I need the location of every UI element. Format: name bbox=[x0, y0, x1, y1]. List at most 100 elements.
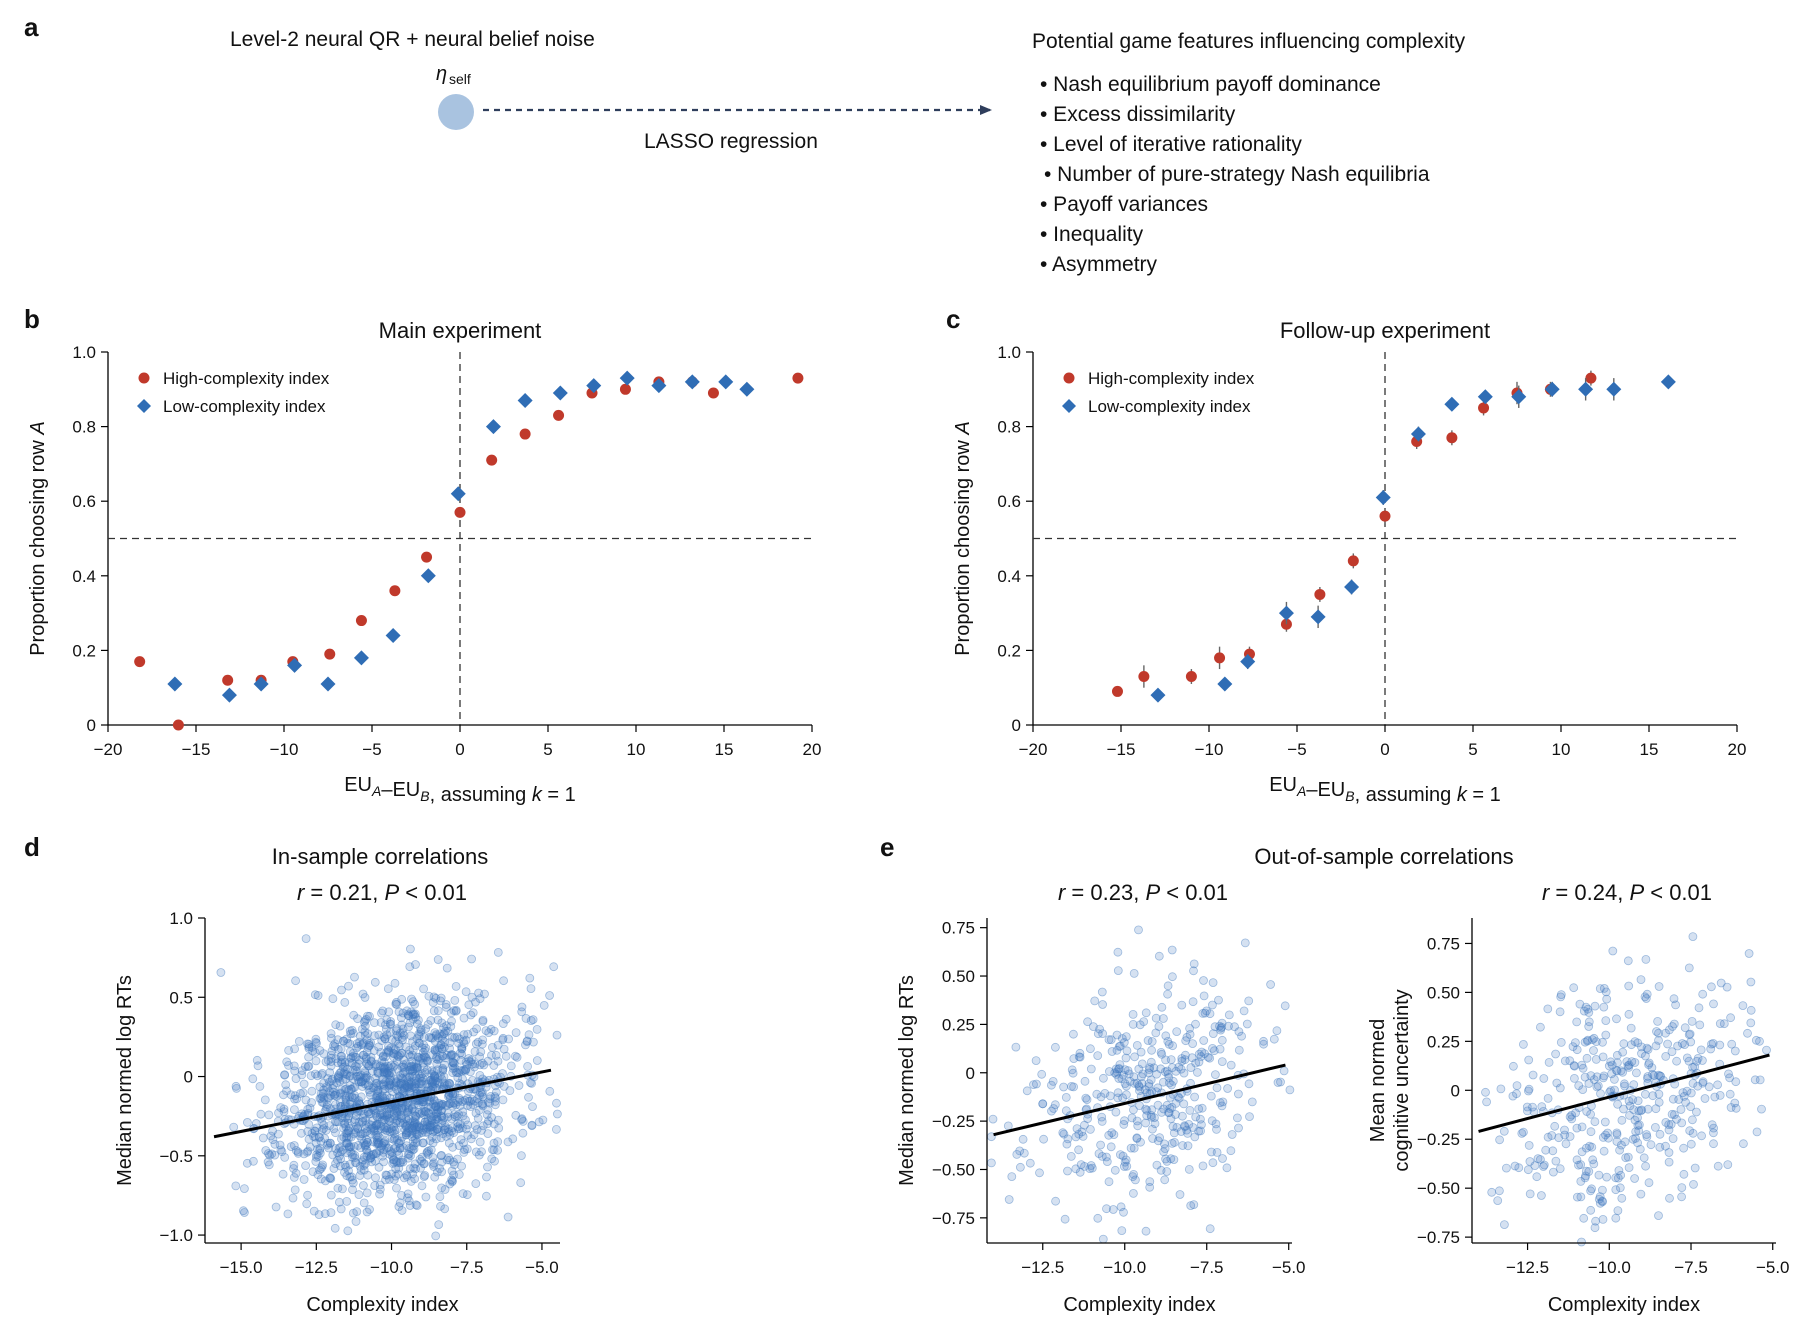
scatter-point bbox=[1710, 1092, 1720, 1102]
y-tick-label: 0.2 bbox=[997, 641, 1021, 660]
scatter-point bbox=[463, 1101, 473, 1110]
scatter-point bbox=[453, 1122, 463, 1132]
panel-c-title: Follow-up experiment bbox=[1280, 318, 1490, 343]
scatter-point bbox=[317, 1070, 326, 1080]
scatter-point bbox=[1589, 1159, 1599, 1169]
panel-d-chart: r = 0.21, P < 0.01−15.0 −12.5 −10.0 −7.5 −5.… bbox=[114, 880, 562, 1316]
scatter-point bbox=[373, 1086, 383, 1095]
y-tick-label: −0.25 bbox=[932, 1112, 975, 1131]
scatter-point bbox=[1093, 1213, 1103, 1223]
scatter-point bbox=[326, 1190, 336, 1200]
y-tick-label: 0.2 bbox=[72, 641, 96, 660]
x-tick-label: −15 bbox=[1107, 740, 1136, 759]
scatter-point bbox=[1575, 999, 1585, 1009]
scatter-point bbox=[1644, 1058, 1654, 1068]
scatter-point bbox=[538, 1115, 548, 1125]
scatter-point bbox=[426, 1102, 436, 1112]
scatter-point bbox=[445, 1093, 455, 1103]
scatter-point bbox=[1600, 1117, 1610, 1127]
scatter-point bbox=[239, 1184, 249, 1193]
scatter-point bbox=[1217, 1035, 1227, 1045]
scatter-point bbox=[371, 1173, 380, 1183]
scatter-point bbox=[528, 1102, 537, 1111]
scatter-point bbox=[421, 1043, 431, 1053]
scatter-point bbox=[1582, 1107, 1592, 1116]
scatter-point bbox=[398, 1062, 408, 1072]
scatter-point bbox=[1003, 1121, 1013, 1131]
scatter-point bbox=[1094, 1149, 1104, 1158]
scatter-point bbox=[470, 1121, 480, 1131]
scatter-point bbox=[370, 1031, 379, 1041]
scatter-point bbox=[400, 1080, 410, 1090]
scatter-point bbox=[315, 1165, 324, 1175]
scatter-point bbox=[391, 1156, 401, 1166]
low-complexity-point bbox=[651, 378, 667, 394]
scatter-point bbox=[402, 1172, 412, 1181]
scatter-point bbox=[522, 1037, 532, 1046]
scatter-point bbox=[325, 1173, 335, 1183]
scatter-point bbox=[409, 1121, 419, 1131]
scatter-point bbox=[411, 1200, 421, 1210]
scatter-point bbox=[360, 1079, 370, 1089]
scatter-point bbox=[1162, 1157, 1172, 1166]
scatter-point bbox=[1200, 1049, 1209, 1058]
scatter-point bbox=[362, 1071, 372, 1080]
scatter-point bbox=[423, 1108, 433, 1118]
scatter-point bbox=[380, 1063, 390, 1073]
scatter-point bbox=[487, 1043, 497, 1052]
scatter-point bbox=[1035, 1168, 1044, 1178]
scatter-point bbox=[407, 994, 416, 1004]
low-complexity-point bbox=[287, 657, 303, 673]
scatter-point bbox=[409, 1100, 419, 1109]
scatter-point bbox=[431, 1134, 441, 1144]
scatter-point bbox=[477, 1100, 487, 1109]
scatter-point bbox=[362, 1151, 372, 1161]
y-tick-label: 0.25 bbox=[1427, 1032, 1460, 1051]
scatter-point bbox=[434, 1043, 444, 1053]
scatter-point bbox=[1168, 1041, 1177, 1051]
scatter-point bbox=[384, 1048, 394, 1057]
scatter-point bbox=[264, 1110, 274, 1120]
scatter-point bbox=[449, 1098, 459, 1108]
scatter-point bbox=[439, 1072, 449, 1082]
scatter-point bbox=[450, 996, 460, 1005]
scatter-point bbox=[487, 1051, 496, 1060]
scatter-point bbox=[1085, 1164, 1095, 1173]
scatter-point bbox=[427, 1132, 437, 1142]
scatter-point bbox=[416, 1079, 426, 1088]
scatter-point bbox=[1679, 1169, 1689, 1179]
scatter-point bbox=[335, 1068, 345, 1078]
scatter-point bbox=[1589, 1046, 1598, 1055]
scatter-point bbox=[1664, 1157, 1674, 1167]
y-tick-label: −0.75 bbox=[932, 1209, 975, 1228]
scatter-point bbox=[420, 1171, 430, 1180]
scatter-point bbox=[426, 1113, 436, 1122]
scatter-point bbox=[524, 1092, 533, 1102]
scatter-point bbox=[1061, 1093, 1071, 1102]
scatter-point bbox=[337, 1059, 347, 1069]
scatter-point bbox=[459, 1013, 469, 1023]
scatter-point bbox=[1227, 1130, 1237, 1139]
scatter-point bbox=[427, 1082, 437, 1091]
scatter-point bbox=[411, 1079, 421, 1088]
scatter-point bbox=[368, 1083, 378, 1093]
scatter-point bbox=[333, 1155, 342, 1165]
scatter-point bbox=[443, 1112, 453, 1122]
scatter-point bbox=[387, 1068, 397, 1077]
panel-label-b: b bbox=[24, 304, 40, 334]
y-tick-label: −0.50 bbox=[932, 1160, 975, 1179]
scatter-point bbox=[365, 1041, 375, 1050]
scatter-point bbox=[303, 1190, 313, 1200]
scatter-point bbox=[392, 1115, 402, 1125]
scatter-point bbox=[375, 1112, 385, 1122]
scatter-point bbox=[1595, 1192, 1605, 1201]
scatter-point bbox=[340, 998, 350, 1007]
scatter-point bbox=[475, 1052, 485, 1061]
scatter-point bbox=[401, 1128, 411, 1138]
scatter-point bbox=[374, 1030, 384, 1040]
scatter-point bbox=[432, 1125, 442, 1134]
scatter-point bbox=[1145, 1177, 1155, 1186]
scatter-point bbox=[441, 1002, 451, 1012]
y-tick-label: −0.75 bbox=[1417, 1228, 1460, 1247]
scatter-point bbox=[516, 1178, 526, 1188]
